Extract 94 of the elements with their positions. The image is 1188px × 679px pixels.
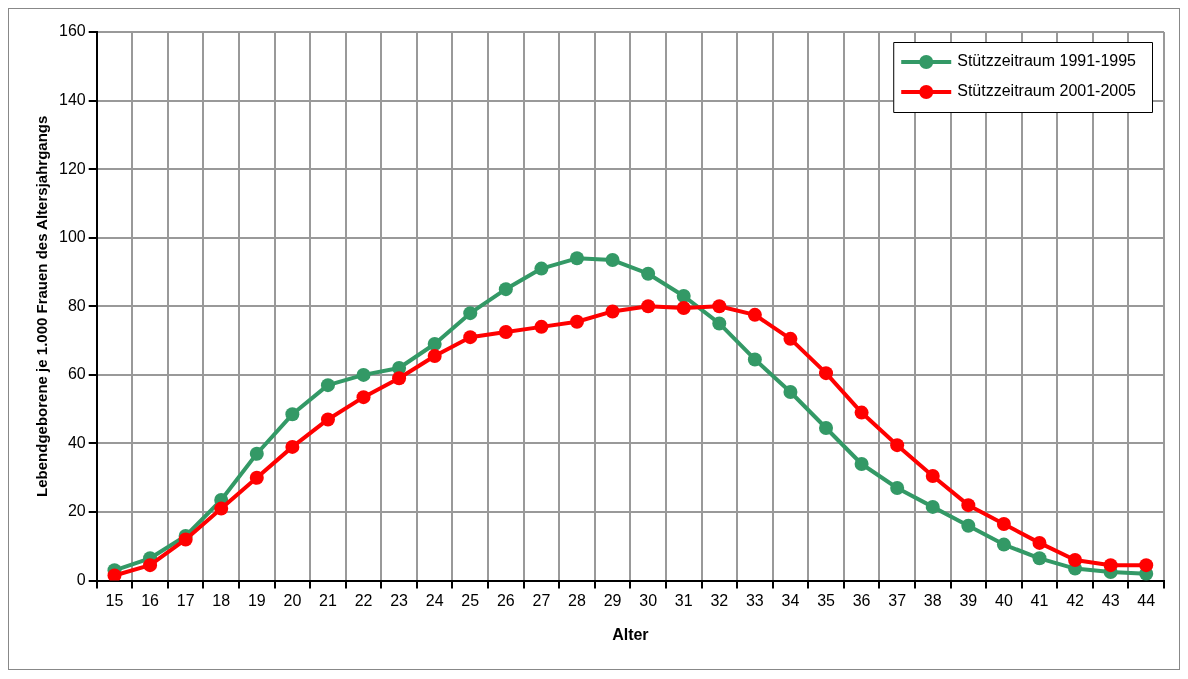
point [569, 314, 584, 329]
y-tick-label: 20 [67, 502, 86, 520]
point [996, 517, 1011, 532]
point [107, 568, 122, 581]
x-tick-label: 32 [710, 591, 729, 609]
x-tick-label: 20 [283, 591, 302, 609]
point [925, 469, 940, 484]
y-axis-title: Lebendgeborene je 1.000 Frauen des Altersjahrgangs [33, 115, 51, 497]
point [641, 266, 656, 281]
y-tick-label: 120 [58, 159, 86, 177]
x-tick-label: 36 [852, 591, 871, 609]
point [890, 438, 905, 453]
point [498, 282, 513, 297]
point [498, 325, 513, 340]
point [854, 457, 869, 472]
x-tick-label: 40 [995, 591, 1013, 609]
point [356, 367, 371, 382]
point [534, 261, 549, 276]
point [249, 470, 264, 485]
point [320, 378, 335, 393]
x-tick-label: 33 [745, 591, 764, 609]
x-tick-label: 28 [568, 591, 586, 609]
point [712, 316, 727, 331]
x-tick-label: 22 [354, 591, 373, 609]
x-tick-label: 23 [390, 591, 409, 609]
point [819, 366, 834, 381]
x-tick-label: 31 [674, 591, 693, 609]
point [285, 407, 300, 422]
x-tick-label: 37 [888, 591, 907, 609]
x-tick-label: 21 [319, 591, 337, 609]
point [427, 337, 442, 352]
point [890, 481, 905, 496]
y-tick-label: 100 [58, 228, 86, 246]
x-tick-label: 16 [141, 591, 160, 609]
point [783, 385, 798, 400]
x-tick-label: 24 [425, 591, 444, 609]
point [819, 421, 834, 436]
x-tick-label: 29 [603, 591, 622, 609]
point [1139, 558, 1154, 573]
x-tick-label: 30 [639, 591, 658, 609]
x-tick-label: 44 [1137, 591, 1156, 609]
point [463, 306, 478, 321]
point [1032, 535, 1047, 550]
x-tick-label: 41 [1030, 591, 1049, 609]
point [996, 537, 1011, 552]
point [285, 439, 300, 454]
y-tick-label: 40 [67, 433, 86, 451]
y-tick-label: 60 [67, 365, 86, 383]
x-tick-label: 19 [247, 591, 266, 609]
x-tick-label: 42 [1066, 591, 1085, 609]
x-tick-label: 35 [817, 591, 836, 609]
legend-label: Stützzeitraum 1991-1995 [957, 52, 1137, 70]
point [1032, 551, 1047, 566]
point [534, 319, 549, 334]
y-tick-label: 140 [58, 90, 86, 108]
x-tick-label: 26 [496, 591, 515, 609]
y-tick-label: 160 [58, 22, 86, 40]
point [214, 501, 229, 516]
point [961, 518, 976, 533]
point [605, 304, 620, 319]
point [925, 499, 940, 514]
point [320, 412, 335, 427]
point [392, 371, 407, 386]
point [427, 349, 442, 364]
y-tick-label: 0 [76, 571, 86, 589]
point [356, 390, 371, 405]
legend-label: Stützzeitraum 2001-2005 [957, 82, 1137, 100]
point [854, 405, 869, 420]
point [143, 558, 158, 573]
point [676, 289, 691, 304]
y-tick-label: 80 [67, 296, 86, 314]
point [249, 446, 264, 461]
x-tick-label: 17 [176, 591, 195, 609]
point [961, 498, 976, 513]
point [712, 299, 727, 314]
point [747, 352, 762, 367]
point [463, 330, 478, 345]
x-tick-label: 27 [532, 591, 551, 609]
x-tick-label: 15 [105, 591, 124, 609]
point [1068, 553, 1083, 568]
point [747, 307, 762, 322]
point [605, 253, 620, 268]
point [676, 301, 691, 316]
point [783, 331, 798, 346]
x-tick-label: 18 [212, 591, 231, 609]
x-tick-label: 43 [1101, 591, 1120, 609]
point [641, 299, 656, 314]
point [569, 251, 584, 266]
x-tick-label: 25 [461, 591, 480, 609]
x-tick-label: 39 [959, 591, 978, 609]
x-axis-title: Alter [612, 625, 649, 643]
x-tick-label: 38 [923, 591, 942, 609]
point [1103, 558, 1118, 573]
x-tick-label: 34 [781, 591, 800, 609]
